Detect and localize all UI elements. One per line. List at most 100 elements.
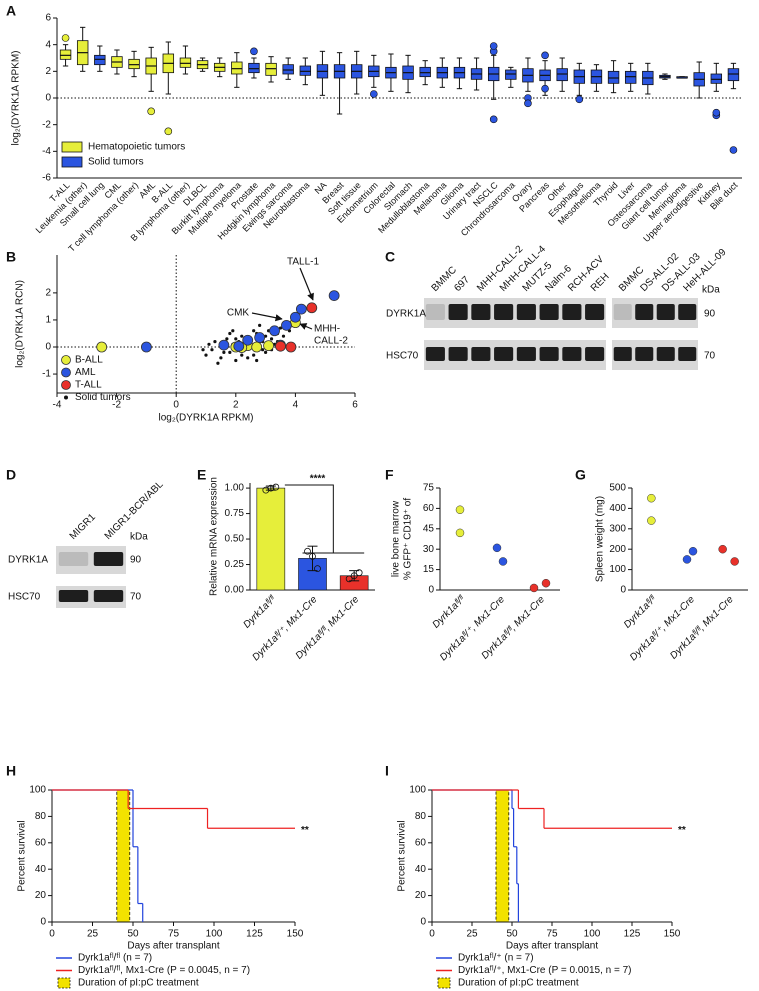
box [556, 68, 568, 82]
point [529, 583, 539, 593]
blot-band [635, 304, 654, 320]
box [624, 70, 637, 84]
y-tick-label: 20 [35, 890, 47, 901]
panel-label: B [6, 249, 16, 265]
outlier [524, 99, 532, 108]
x-tick-label: -4 [53, 400, 62, 411]
y-tick-label: 60 [35, 837, 47, 848]
point [455, 505, 465, 515]
bar [256, 487, 286, 591]
point [231, 329, 235, 333]
legend-label: B-ALL [75, 355, 103, 366]
point [269, 337, 274, 341]
x-tick-label: 25 [466, 929, 478, 940]
y-axis-label: log₂(DYRK1A RCN) [15, 280, 26, 368]
legend-label: Dyrk1aᶠˡ/ᶠˡ (n = 7) [78, 953, 152, 964]
point [233, 340, 245, 352]
y-tick-label: 0.25 [225, 559, 245, 570]
box [505, 69, 517, 80]
y-tick-label: 80 [35, 811, 47, 822]
box [265, 62, 277, 76]
legend-label: Solid tumors [75, 392, 131, 403]
point [272, 483, 280, 491]
x-category-label: Dyrk1aᶠˡ/⁺, Mx1-Cre [628, 594, 697, 663]
x-tick-label: 150 [287, 929, 304, 940]
point [492, 543, 502, 553]
box [128, 58, 140, 70]
point [96, 341, 108, 353]
point [682, 555, 692, 564]
blot-band [562, 304, 582, 320]
x-category-label: Dyrk1aᶠˡ/ᶠˡ [431, 593, 468, 630]
point [304, 547, 311, 555]
blot-band [425, 304, 445, 320]
point [281, 334, 286, 338]
blot-size: 70 [704, 351, 716, 362]
outlier [147, 107, 155, 116]
blot-band [58, 590, 89, 602]
annotation-arrow [251, 312, 283, 322]
legend-swatch [57, 977, 71, 989]
y-axis-label: Spleen weight (mg) [595, 496, 606, 582]
y-tick-label: -6 [42, 173, 51, 184]
panel-label: G [575, 467, 586, 483]
blot-band [93, 552, 124, 566]
y-tick-label: 40 [415, 864, 427, 875]
y-tick-label: 0 [45, 93, 51, 104]
panel-label: C [385, 249, 395, 265]
legend-label: Dyrk1aᶠˡ/⁺ (n = 7) [458, 953, 534, 964]
point [246, 356, 250, 360]
x-tick-label: 0 [173, 400, 179, 411]
point [222, 350, 226, 355]
panel-label: D [6, 467, 16, 483]
treatment-shade [495, 789, 510, 923]
significance: **** [310, 474, 326, 485]
point [140, 341, 152, 353]
blot-size: 90 [130, 555, 142, 566]
y-tick-label: 500 [609, 483, 626, 494]
x-category-label: Dyrk1aᶠˡ/ᶠˡ [622, 593, 659, 630]
legend-marker [61, 367, 71, 378]
legend-label: Dyrk1aᶠˡ/⁺, Mx1-Cre (P = 0.0015, n = 7) [458, 965, 631, 976]
box [727, 68, 740, 82]
point [264, 350, 268, 355]
point [240, 353, 244, 357]
point [295, 303, 307, 315]
point [255, 358, 259, 363]
legend-label: Hematopoietic tumors [88, 142, 185, 153]
point [350, 572, 358, 580]
panel-label: H [6, 763, 16, 779]
blot-row-label: HSC70 [386, 351, 419, 362]
point [251, 341, 263, 353]
x-tick-label: 25 [87, 929, 99, 940]
point [240, 334, 244, 338]
x-tick-label: 125 [246, 929, 263, 940]
annotation: TALL-1 [287, 257, 319, 268]
box [710, 73, 723, 84]
y-tick-label: 40 [35, 864, 47, 875]
point [258, 323, 262, 327]
blot-band [93, 590, 124, 602]
blot-band [539, 304, 559, 320]
y-axis-label: Percent survival [397, 820, 408, 891]
outlier [489, 115, 498, 124]
y-tick-label: -1 [42, 369, 51, 380]
point [345, 575, 353, 583]
y-axis-label: log₂(DYRK1A RPKM) [11, 50, 22, 145]
y-tick-label: 6 [45, 13, 51, 24]
blot-band [613, 304, 632, 320]
legend-label: Duration of pI:pC treatment [78, 978, 199, 989]
blot-lane-label: MIGR1 [68, 512, 98, 542]
y-tick-label: 4 [45, 39, 51, 50]
blot-band [656, 304, 675, 320]
blot-band [656, 347, 675, 361]
y-tick-label: 2 [45, 66, 51, 77]
point [228, 331, 232, 336]
y-tick-label: 0 [620, 585, 626, 596]
blot-band [678, 347, 697, 361]
treatment-shade [116, 789, 131, 923]
annotation-arrow [299, 323, 313, 330]
y-tick-label: 0 [45, 342, 51, 353]
